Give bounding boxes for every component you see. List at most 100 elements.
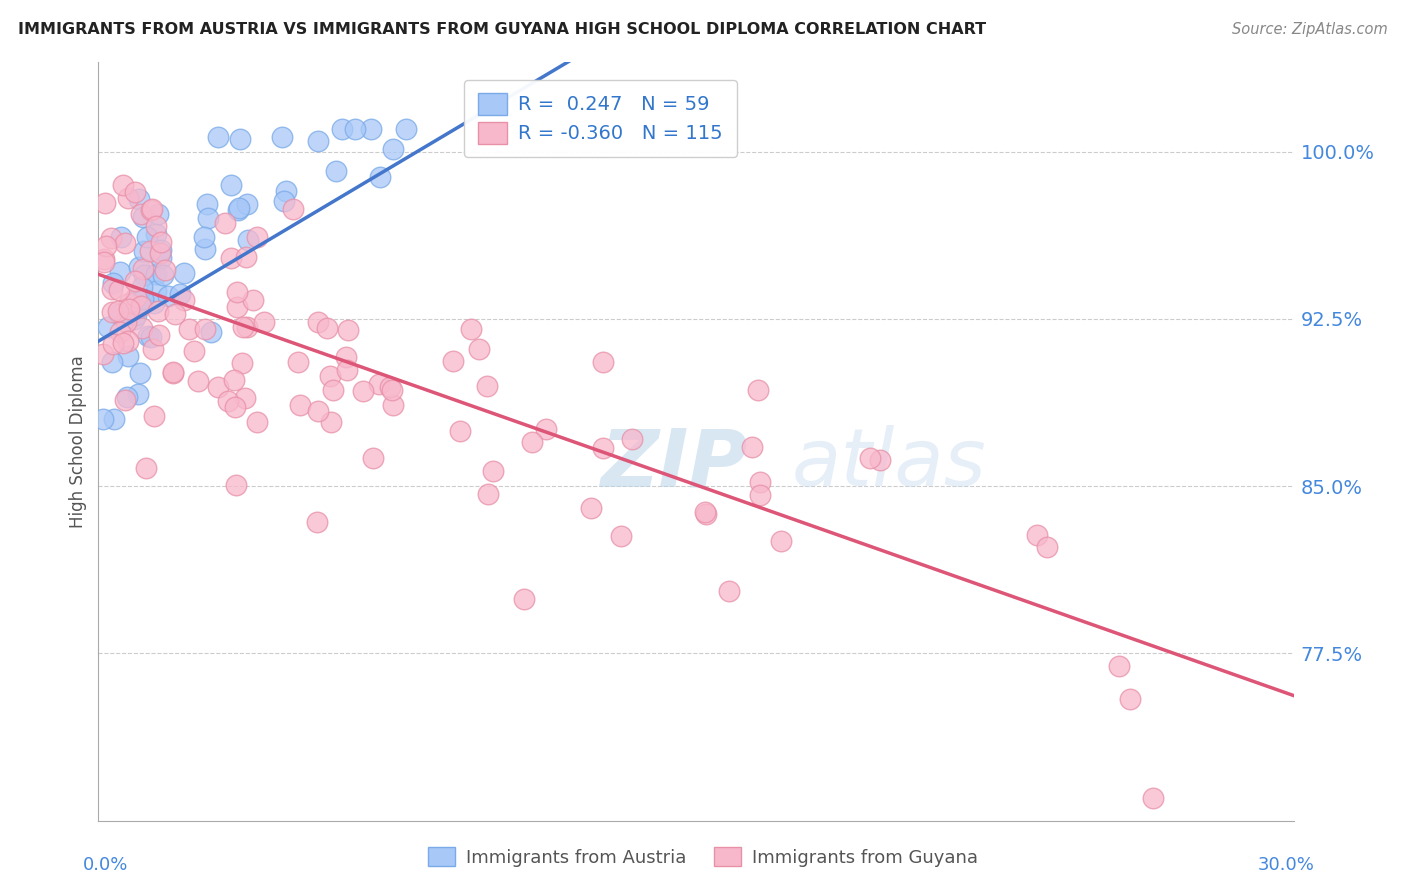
Point bbox=[236, 197, 259, 211]
Point bbox=[1119, 692, 1142, 706]
Text: IMMIGRANTS FROM AUSTRIA VS IMMIGRANTS FROM GUYANA HIGH SCHOOL DIPLOMA CORRELATIO: IMMIGRANTS FROM AUSTRIA VS IMMIGRANTS FR… bbox=[18, 22, 987, 37]
Point bbox=[162, 365, 184, 379]
Point bbox=[621, 432, 644, 446]
Point bbox=[169, 286, 191, 301]
Point bbox=[124, 274, 146, 288]
Point bbox=[128, 260, 150, 274]
Point bbox=[94, 195, 117, 210]
Point bbox=[101, 276, 124, 290]
Point bbox=[441, 354, 464, 368]
Point bbox=[193, 230, 215, 244]
Point bbox=[381, 398, 404, 412]
Point bbox=[217, 394, 239, 409]
Point bbox=[337, 323, 360, 337]
Point bbox=[117, 191, 139, 205]
Point bbox=[145, 284, 167, 298]
Point bbox=[129, 366, 152, 380]
Point bbox=[156, 289, 179, 303]
Point bbox=[770, 533, 793, 548]
Point bbox=[207, 380, 229, 394]
Point bbox=[579, 501, 602, 516]
Point bbox=[200, 326, 222, 340]
Point bbox=[363, 450, 385, 465]
Point bbox=[118, 301, 141, 316]
Point bbox=[146, 207, 169, 221]
Legend: Immigrants from Austria, Immigrants from Guyana: Immigrants from Austria, Immigrants from… bbox=[422, 840, 984, 874]
Point bbox=[107, 284, 129, 298]
Point bbox=[162, 366, 184, 380]
Point bbox=[148, 327, 170, 342]
Point bbox=[381, 384, 404, 398]
Point bbox=[238, 233, 260, 247]
Point bbox=[100, 282, 122, 296]
Point bbox=[173, 293, 195, 308]
Point bbox=[449, 424, 471, 438]
Point bbox=[124, 185, 146, 199]
Point bbox=[343, 122, 366, 136]
Point bbox=[368, 169, 391, 184]
Legend: R =  0.247   N = 59, R = -0.360   N = 115: R = 0.247 N = 59, R = -0.360 N = 115 bbox=[464, 79, 737, 157]
Point bbox=[352, 384, 374, 398]
Point bbox=[695, 507, 717, 521]
Point bbox=[747, 383, 769, 397]
Point bbox=[307, 134, 329, 148]
Point bbox=[149, 235, 172, 250]
Point bbox=[111, 178, 134, 193]
Point bbox=[288, 398, 311, 412]
Point bbox=[132, 244, 155, 259]
Point bbox=[226, 301, 249, 315]
Point bbox=[368, 376, 391, 391]
Point bbox=[139, 202, 162, 217]
Text: Source: ZipAtlas.com: Source: ZipAtlas.com bbox=[1232, 22, 1388, 37]
Point bbox=[207, 130, 229, 145]
Point bbox=[322, 383, 344, 397]
Point bbox=[1108, 659, 1130, 673]
Point bbox=[93, 252, 115, 267]
Point bbox=[134, 268, 156, 282]
Point bbox=[93, 254, 115, 268]
Point bbox=[214, 216, 236, 230]
Point bbox=[110, 229, 132, 244]
Point bbox=[143, 409, 166, 423]
Point bbox=[718, 584, 741, 599]
Point bbox=[187, 374, 209, 388]
Point bbox=[695, 504, 717, 518]
Point bbox=[101, 305, 124, 319]
Point bbox=[149, 246, 172, 260]
Point bbox=[246, 230, 269, 244]
Point bbox=[512, 592, 534, 607]
Point bbox=[610, 529, 633, 543]
Point bbox=[336, 363, 359, 377]
Y-axis label: High School Diploma: High School Diploma bbox=[69, 355, 87, 528]
Point bbox=[235, 250, 257, 264]
Point bbox=[460, 322, 482, 336]
Point bbox=[135, 461, 157, 475]
Point bbox=[132, 292, 155, 306]
Point bbox=[141, 202, 163, 216]
Point bbox=[534, 422, 557, 436]
Point bbox=[131, 321, 153, 335]
Point bbox=[395, 122, 418, 136]
Point bbox=[1142, 790, 1164, 805]
Point bbox=[108, 265, 131, 279]
Point bbox=[233, 392, 256, 406]
Point bbox=[468, 342, 491, 356]
Point bbox=[173, 266, 195, 280]
Point bbox=[228, 131, 250, 145]
Point bbox=[107, 304, 129, 318]
Point bbox=[183, 343, 205, 358]
Point bbox=[179, 321, 201, 335]
Point bbox=[869, 452, 891, 467]
Point bbox=[225, 477, 247, 491]
Point bbox=[124, 309, 146, 323]
Point bbox=[131, 280, 153, 294]
Point bbox=[246, 415, 269, 429]
Point bbox=[101, 355, 124, 369]
Point bbox=[149, 244, 172, 258]
Point bbox=[360, 122, 382, 136]
Point bbox=[195, 197, 218, 211]
Point bbox=[132, 211, 155, 225]
Point bbox=[325, 163, 347, 178]
Point bbox=[748, 488, 770, 502]
Point bbox=[100, 231, 122, 245]
